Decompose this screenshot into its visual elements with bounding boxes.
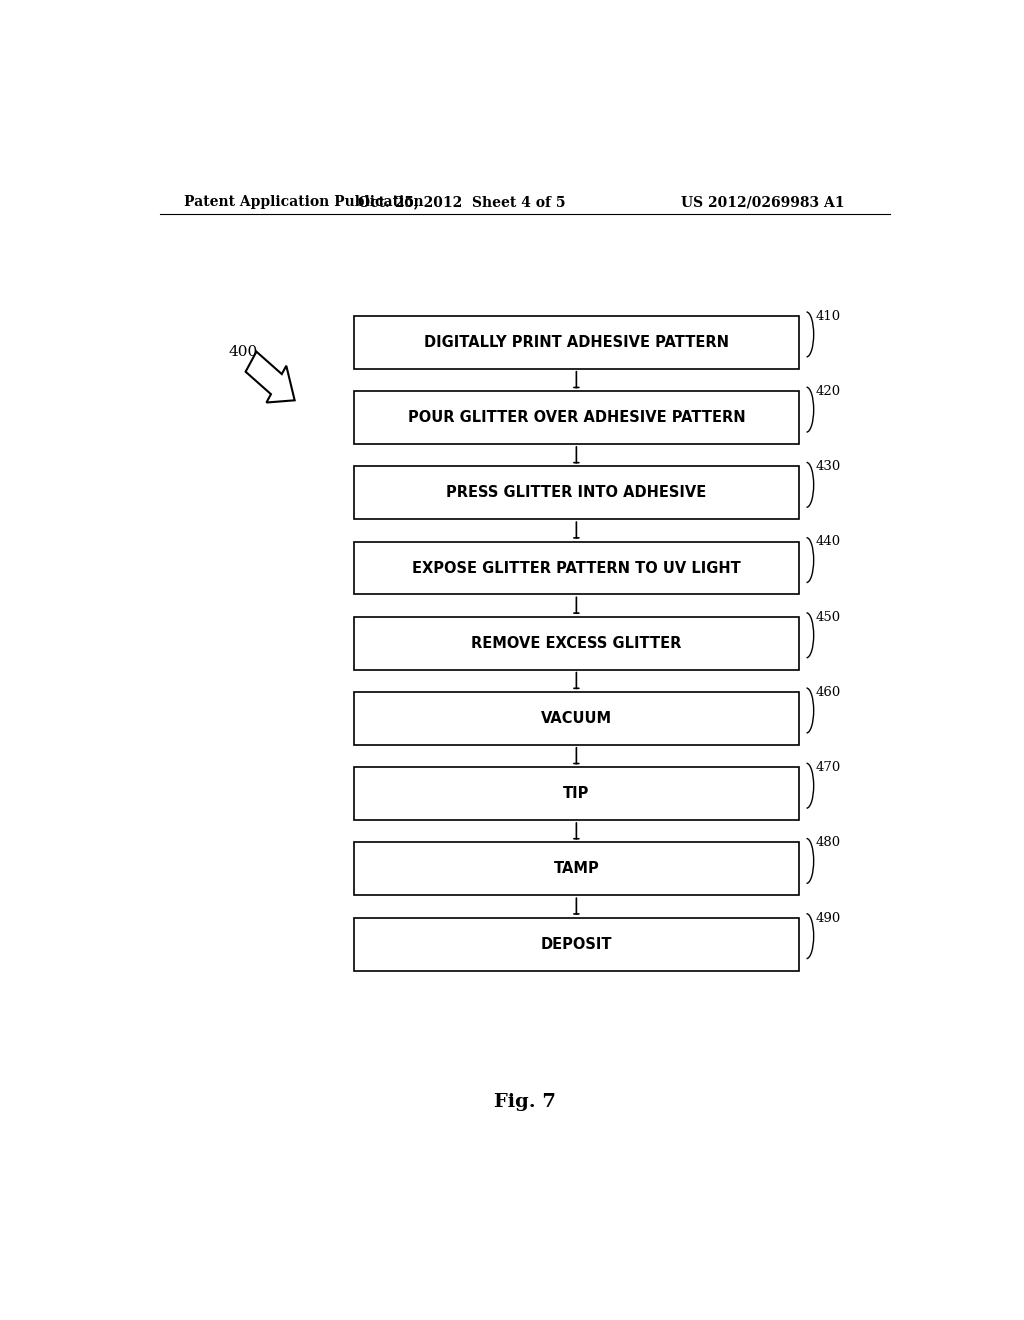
- Text: 400: 400: [228, 345, 258, 359]
- Bar: [354, 391, 799, 444]
- Bar: [354, 842, 799, 895]
- Polygon shape: [246, 351, 295, 403]
- Text: 480: 480: [816, 837, 841, 849]
- Text: DIGITALLY PRINT ADHESIVE PATTERN: DIGITALLY PRINT ADHESIVE PATTERN: [424, 335, 729, 350]
- Text: PRESS GLITTER INTO ADHESIVE: PRESS GLITTER INTO ADHESIVE: [446, 486, 707, 500]
- Text: Fig. 7: Fig. 7: [494, 1093, 556, 1110]
- Text: Oct. 25, 2012  Sheet 4 of 5: Oct. 25, 2012 Sheet 4 of 5: [357, 195, 565, 209]
- Text: POUR GLITTER OVER ADHESIVE PATTERN: POUR GLITTER OVER ADHESIVE PATTERN: [408, 411, 745, 425]
- Bar: [354, 917, 799, 970]
- Text: REMOVE EXCESS GLITTER: REMOVE EXCESS GLITTER: [471, 636, 682, 651]
- Text: Patent Application Publication: Patent Application Publication: [183, 195, 423, 209]
- Text: TIP: TIP: [563, 787, 590, 801]
- Text: 430: 430: [816, 461, 842, 474]
- Text: US 2012/0269983 A1: US 2012/0269983 A1: [681, 195, 845, 209]
- Bar: [354, 541, 799, 594]
- Text: 410: 410: [816, 310, 841, 323]
- Text: 490: 490: [816, 912, 842, 924]
- Bar: [354, 616, 799, 669]
- Text: 450: 450: [816, 611, 841, 623]
- Bar: [354, 466, 799, 519]
- Bar: [354, 692, 799, 744]
- Text: VACUUM: VACUUM: [541, 711, 612, 726]
- Text: TAMP: TAMP: [554, 862, 599, 876]
- Text: 440: 440: [816, 536, 841, 549]
- Bar: [354, 315, 799, 368]
- Text: 460: 460: [816, 686, 842, 698]
- Text: DEPOSIT: DEPOSIT: [541, 937, 612, 952]
- Text: 420: 420: [816, 385, 841, 399]
- Text: 470: 470: [816, 762, 842, 774]
- Bar: [354, 767, 799, 820]
- Text: EXPOSE GLITTER PATTERN TO UV LIGHT: EXPOSE GLITTER PATTERN TO UV LIGHT: [412, 561, 740, 576]
